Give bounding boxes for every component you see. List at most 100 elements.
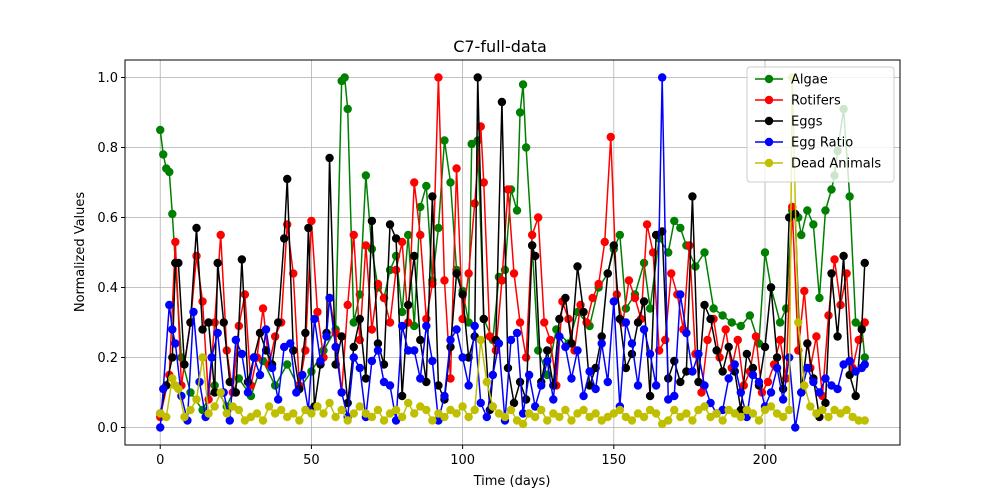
data-point-algae: [518, 80, 528, 89]
data-point-dead-animals: [307, 409, 316, 418]
data-point-rotifers: [503, 185, 513, 194]
series-dead-animals: [156, 73, 869, 429]
data-point-eggs: [349, 342, 358, 352]
data-point-egg-ratio: [397, 321, 407, 331]
data-point-rotifers: [349, 230, 358, 240]
data-point-dead-animals: [700, 402, 709, 411]
data-point-eggs: [609, 241, 618, 250]
data-point-rotifers: [642, 220, 652, 229]
data-point-dead-animals: [379, 416, 389, 425]
data-point-algae: [797, 230, 806, 240]
data-point-eggs: [301, 328, 310, 338]
data-point-rotifers: [697, 388, 706, 397]
data-point-dead-animals: [682, 409, 691, 418]
data-point-rotifers: [800, 286, 809, 296]
data-point-egg-ratio: [207, 353, 216, 362]
data-point-egg-ratio: [627, 339, 637, 348]
data-point-egg-ratio: [267, 363, 277, 373]
data-point-egg-ratio: [621, 318, 631, 327]
data-point-dead-animals: [754, 416, 764, 425]
data-point-dead-animals: [337, 405, 346, 415]
data-point-egg-ratio: [579, 391, 588, 401]
data-point-algae: [775, 318, 785, 327]
data-point-dead-animals: [806, 402, 815, 411]
data-point-eggs: [712, 346, 721, 355]
y-tick-label: 0.4: [97, 281, 118, 296]
data-point-egg-ratio: [736, 388, 745, 397]
data-point-dead-animals: [488, 402, 498, 411]
y-tick-label: 0.0: [97, 421, 118, 436]
data-point-rotifers: [606, 132, 615, 142]
data-point-egg-ratio: [156, 423, 165, 432]
data-point-egg-ratio: [766, 388, 776, 397]
data-point-rotifers: [546, 335, 555, 345]
data-point-dead-animals: [349, 409, 358, 418]
data-point-rotifers: [667, 269, 676, 278]
data-point-eggs: [821, 398, 830, 408]
data-point-rotifers: [661, 335, 670, 345]
legend-marker-algae: [764, 74, 774, 84]
data-point-rotifers: [385, 318, 395, 327]
data-point-egg-ratio: [573, 346, 582, 355]
data-point-dead-animals: [180, 412, 189, 422]
data-point-egg-ratio: [676, 290, 685, 299]
data-point-dead-animals: [537, 405, 546, 415]
data-point-eggs: [621, 363, 631, 373]
data-point-eggs: [748, 363, 758, 373]
legend-box: [746, 66, 895, 183]
data-point-egg-ratio: [797, 388, 806, 397]
chart-title: C7-full-data: [453, 37, 547, 56]
plot-area-frame: [124, 59, 901, 446]
data-point-eggs: [304, 223, 313, 233]
data-point-egg-ratio: [168, 325, 177, 334]
data-point-egg-ratio: [645, 349, 655, 359]
x-tick-label: 200: [753, 453, 778, 468]
data-point-rotifers: [452, 164, 461, 173]
data-point-egg-ratio: [310, 314, 319, 324]
data-point-dead-animals: [818, 405, 827, 415]
data-point-rotifers: [216, 230, 225, 240]
data-point-dead-animals: [736, 412, 745, 422]
data-point-egg-ratio: [537, 381, 546, 390]
data-point-algae: [515, 108, 525, 117]
x-axis-label: Time (days): [473, 474, 551, 489]
data-point-dead-animals: [842, 405, 851, 415]
data-point-egg-ratio: [337, 388, 346, 397]
data-point-egg-ratio: [410, 346, 419, 355]
data-point-egg-ratio: [243, 388, 253, 397]
x-tick-label: 0: [156, 453, 164, 468]
data-point-rotifers: [721, 325, 730, 334]
legend-label-eggs: Eggs: [791, 115, 823, 130]
y-tick-label: 1.0: [97, 71, 118, 86]
data-point-dead-animals: [397, 412, 407, 422]
data-point-egg-ratio: [171, 339, 180, 348]
data-point-rotifers: [521, 353, 531, 362]
legend-marker-dead-animals: [764, 158, 774, 168]
data-point-eggs: [213, 258, 222, 268]
series-egg-ratio: [156, 73, 869, 432]
data-point-egg-ratio: [688, 367, 697, 376]
data-point-egg-ratio: [349, 353, 358, 362]
data-point-dead-animals: [854, 416, 863, 425]
data-point-eggs: [283, 174, 292, 184]
data-point-rotifers: [527, 230, 537, 240]
data-point-eggs: [833, 332, 842, 341]
legend-marker-eggs: [764, 116, 774, 126]
data-point-egg-ratio: [231, 335, 241, 345]
data-point-algae: [860, 353, 869, 362]
data-point-dead-animals: [373, 405, 383, 415]
data-point-egg-ratio: [803, 363, 812, 373]
data-point-eggs: [530, 251, 540, 261]
data-point-rotifers: [391, 265, 401, 275]
data-point-rotifers: [171, 237, 180, 247]
data-point-algae: [745, 311, 755, 320]
data-point-dead-animals: [518, 419, 528, 429]
legend-label-rotifers: Rotifers: [791, 94, 841, 109]
data-point-egg-ratio: [694, 349, 703, 359]
data-point-egg-ratio: [189, 307, 198, 317]
data-point-dead-animals: [210, 402, 219, 411]
data-point-egg-ratio: [403, 346, 413, 355]
data-point-egg-ratio: [331, 342, 340, 352]
data-point-eggs: [192, 223, 201, 233]
data-point-algae: [645, 304, 655, 313]
